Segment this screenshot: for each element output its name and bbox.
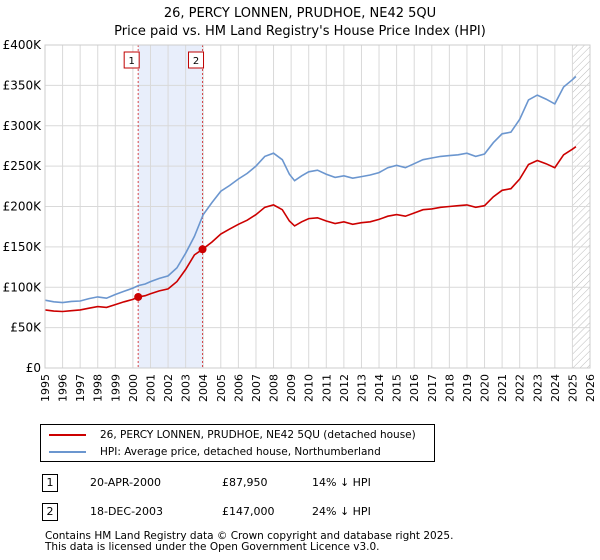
transaction-hpi-diff: 24% ↓ HPI xyxy=(312,505,371,518)
x-tick-label: 2016 xyxy=(408,374,421,402)
x-tick-label: 1995 xyxy=(39,374,52,402)
legend-item-hpi: HPI: Average price, detached house, Nort… xyxy=(49,446,381,458)
chart-subtitle: Price paid vs. HM Land Registry's House … xyxy=(114,24,486,39)
sale-label-box xyxy=(123,51,140,69)
x-tick-label: 2026 xyxy=(584,374,597,402)
sale-point xyxy=(198,245,207,254)
transaction-price: £87,950 xyxy=(222,476,268,489)
x-tick-label: 2020 xyxy=(479,374,492,402)
x-tick-label: 2019 xyxy=(461,374,474,402)
sale-label-number: 2 xyxy=(193,56,199,67)
transaction-number: 2 xyxy=(42,503,58,521)
x-tick-label: 2024 xyxy=(549,374,562,402)
legend-swatch-property xyxy=(49,434,86,436)
transaction-date: 20-APR-2000 xyxy=(90,476,162,489)
x-tick-label: 2006 xyxy=(232,374,245,402)
x-tick-label: 2012 xyxy=(338,374,351,402)
x-tick-label: 2007 xyxy=(250,374,263,402)
sale-label-box xyxy=(188,51,205,69)
y-tick-label: £150K xyxy=(3,240,43,254)
transaction-date: 18-DEC-2003 xyxy=(90,505,164,518)
sale-label-number: 1 xyxy=(128,56,134,67)
x-tick-label: 2017 xyxy=(426,374,439,402)
legend: 26, PERCY LONNEN, PRUDHOE, NE42 5QU (det… xyxy=(40,424,435,462)
legend-swatch-hpi xyxy=(49,451,86,453)
hpi-series-line xyxy=(44,75,577,304)
x-tick-label: 2023 xyxy=(531,374,544,402)
x-tick-label: 2014 xyxy=(373,374,386,402)
y-tick-label: £300K xyxy=(3,119,43,133)
x-tick-label: 1997 xyxy=(74,374,87,402)
y-tick-label: £250K xyxy=(3,159,43,173)
y-tick-label: £50K xyxy=(10,321,42,335)
x-tick-label: 2010 xyxy=(303,374,316,402)
x-tick-label: 2009 xyxy=(285,374,298,402)
sale-point xyxy=(134,292,143,301)
x-tick-label: 2011 xyxy=(320,374,333,402)
legend-label-hpi: HPI: Average price, detached house, Nort… xyxy=(100,446,381,458)
footer-licence: This data is licensed under the Open Gov… xyxy=(45,541,380,553)
x-tick-label: 2025 xyxy=(566,374,579,402)
x-tick-label: 2000 xyxy=(127,374,140,402)
y-tick-label: £100K xyxy=(3,280,43,294)
x-tick-label: 2002 xyxy=(162,374,175,402)
chart-title: 26, PERCY LONNEN, PRUDHOE, NE42 5QU xyxy=(163,6,437,21)
x-tick-label: 2015 xyxy=(391,374,404,402)
y-tick-label: £200K xyxy=(3,200,43,214)
x-tick-label: 2008 xyxy=(268,374,281,402)
price-chart: £0 £50K £100K £150K £200K £250K £300K £350K £400… xyxy=(3,38,597,402)
x-tick-label: 2013 xyxy=(355,374,368,402)
x-tick-label: 2021 xyxy=(496,374,509,402)
x-tick-label: 1998 xyxy=(92,374,105,402)
x-tick-label: 2005 xyxy=(215,374,228,402)
footer-copyright: Contains HM Land Registry data © Crown c… xyxy=(45,530,454,542)
x-tick-label: 1999 xyxy=(109,374,122,402)
y-tick-label: £0 xyxy=(26,361,41,375)
transaction-number: 1 xyxy=(42,474,58,492)
transaction-hpi-diff: 14% ↓ HPI xyxy=(312,476,371,489)
legend-item-property: 26, PERCY LONNEN, PRUDHOE, NE42 5QU (det… xyxy=(49,429,416,441)
x-tick-label: 2004 xyxy=(197,374,210,402)
y-tick-label: £400K xyxy=(3,38,43,52)
plot-frame xyxy=(44,44,591,369)
legend-label-property: 26, PERCY LONNEN, PRUDHOE, NE42 5QU (det… xyxy=(100,429,416,441)
transaction-price: £147,000 xyxy=(222,505,275,518)
x-tick-label: 2018 xyxy=(443,374,456,402)
y-tick-label: £350K xyxy=(3,78,43,92)
x-tick-label: 2022 xyxy=(514,374,527,402)
x-tick-label: 2001 xyxy=(144,374,157,402)
x-tick-label: 2003 xyxy=(180,374,193,402)
x-tick-label: 1996 xyxy=(57,374,70,402)
